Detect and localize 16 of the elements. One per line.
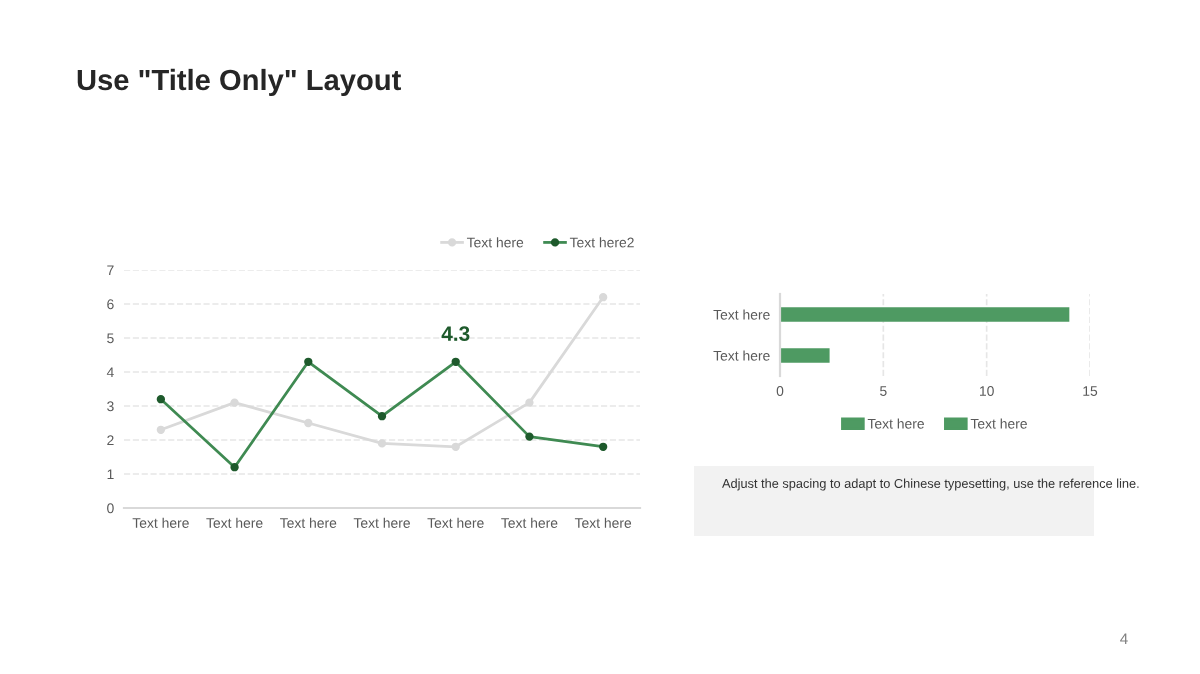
point — [525, 432, 534, 441]
point — [304, 418, 313, 428]
chart-title: Use "Title Only" Layout — [77, 68, 401, 97]
point — [451, 442, 460, 451]
point — [156, 395, 166, 404]
point — [304, 357, 313, 366]
point — [598, 442, 608, 451]
point — [377, 412, 387, 421]
point — [230, 463, 239, 472]
point — [598, 293, 608, 302]
point — [156, 425, 166, 434]
point — [525, 398, 534, 407]
point — [377, 439, 387, 448]
point — [230, 398, 239, 407]
data-label: 4.3 — [441, 326, 470, 342]
point — [451, 357, 460, 366]
